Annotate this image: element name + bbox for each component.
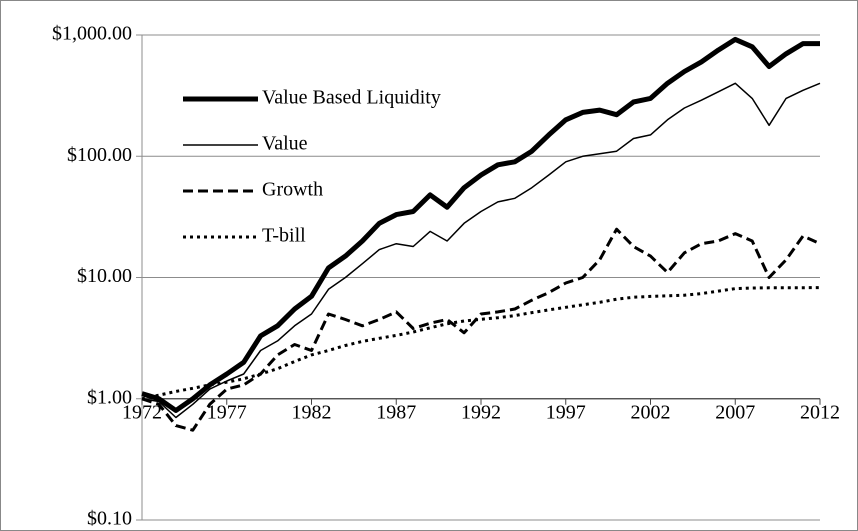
x-tick-label: 1987 xyxy=(376,401,416,423)
legend-label: Value Based Liquidity xyxy=(262,87,441,109)
legend-label: Growth xyxy=(262,179,323,201)
x-tick-label: 1977 xyxy=(207,401,247,423)
y-tick-label: $1,000.00 xyxy=(52,23,132,45)
series-line xyxy=(141,82,821,419)
y-tick-label: $0.10 xyxy=(87,508,132,530)
x-tick-label: 2007 xyxy=(715,401,755,423)
series-line xyxy=(141,286,821,401)
series-line xyxy=(141,227,821,432)
legend-label: T-bill xyxy=(262,225,306,247)
y-tick-label: $10.00 xyxy=(77,265,132,287)
x-tick-label: 2002 xyxy=(631,401,671,423)
series-line xyxy=(141,36,820,413)
y-tick-label: $1.00 xyxy=(87,386,132,408)
y-tick-label: $100.00 xyxy=(67,144,132,166)
x-tick-label: 1997 xyxy=(546,401,586,423)
x-tick-label: 2012 xyxy=(800,401,840,423)
x-tick-label: 1992 xyxy=(461,401,501,423)
legend-label: Value xyxy=(262,133,308,155)
x-tick-label: 1972 xyxy=(122,401,162,423)
x-tick-label: 1982 xyxy=(292,401,332,423)
